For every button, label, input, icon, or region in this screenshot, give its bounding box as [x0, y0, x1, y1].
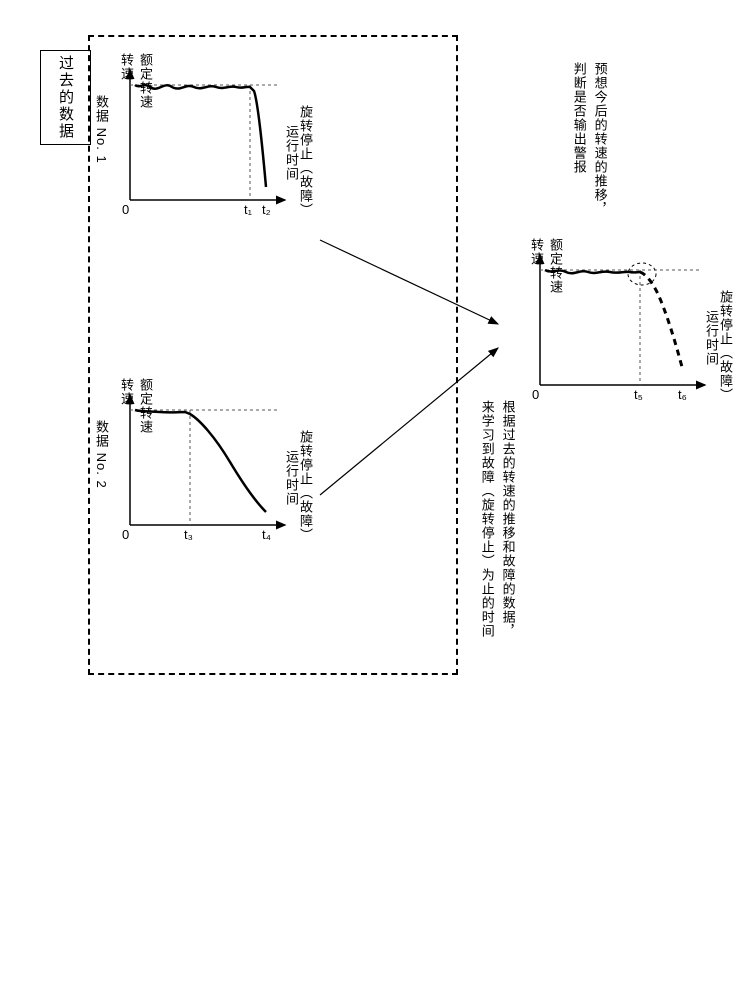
- chart1-origin: 0: [122, 202, 129, 217]
- chart2-origin: 0: [122, 527, 129, 542]
- chart1-rated: 额定转速: [136, 53, 155, 109]
- chart3-ylabel: 转速: [527, 238, 546, 266]
- chart1-stop: 旋转停止（故障）: [296, 105, 315, 217]
- chart2-t4: t₄: [262, 527, 271, 542]
- chart3-t5: t₅: [634, 387, 643, 402]
- annotation-predict: 预想今后的转速的推移， 判断是否输出警报: [568, 62, 610, 216]
- chart3-stop: 旋转停止（故障）: [716, 290, 735, 402]
- annotation-predict-line2: 判断是否输出警报: [572, 62, 587, 174]
- chart3-origin: 0: [532, 387, 539, 402]
- annotation-learn-line1: 根据过去的转速的推移和故障的数据，: [501, 400, 516, 638]
- chart1-title: 数据 No. 1: [92, 95, 111, 164]
- title-text: 过去的数据: [57, 55, 74, 140]
- chart2: 数据 No. 2 转速 额定转速 运行时间 旋转停止（故障） t₃ t₄ 0: [110, 390, 310, 545]
- chart1-t1: t₁: [244, 202, 252, 217]
- chart2-stop: 旋转停止（故障）: [296, 430, 315, 542]
- diagram-container: 过去的数据 数据 No. 1 转速 额定转速 运行时间: [20, 20, 720, 980]
- chart3: 转速 额定转速 运行时间 旋转停止（故障） t₅ t₆ 0: [520, 250, 730, 405]
- chart2-t3: t₃: [184, 527, 193, 542]
- chart1: 数据 No. 1 转速 额定转速 运行时间 旋转停止（故障） t₁ t₂ 0: [110, 65, 310, 220]
- chart1-t2: t₂: [262, 202, 271, 217]
- chart2-rated: 额定转速: [136, 378, 155, 434]
- chart2-ylabel: 转速: [117, 378, 136, 406]
- annotation-learn: 根据过去的转速的推移和故障的数据， 来学习到故障（旋转停止）为止的时间: [476, 400, 518, 638]
- annotation-learn-line2: 来学习到故障（旋转停止）为止的时间: [480, 400, 495, 638]
- chart3-rated: 额定转速: [546, 238, 565, 294]
- title-box: 过去的数据: [40, 50, 91, 145]
- annotation-predict-line1: 预想今后的转速的推移，: [593, 62, 608, 216]
- chart3-t6: t₆: [678, 387, 687, 402]
- chart1-ylabel: 转速: [117, 53, 136, 81]
- chart2-title: 数据 No. 2: [92, 420, 111, 489]
